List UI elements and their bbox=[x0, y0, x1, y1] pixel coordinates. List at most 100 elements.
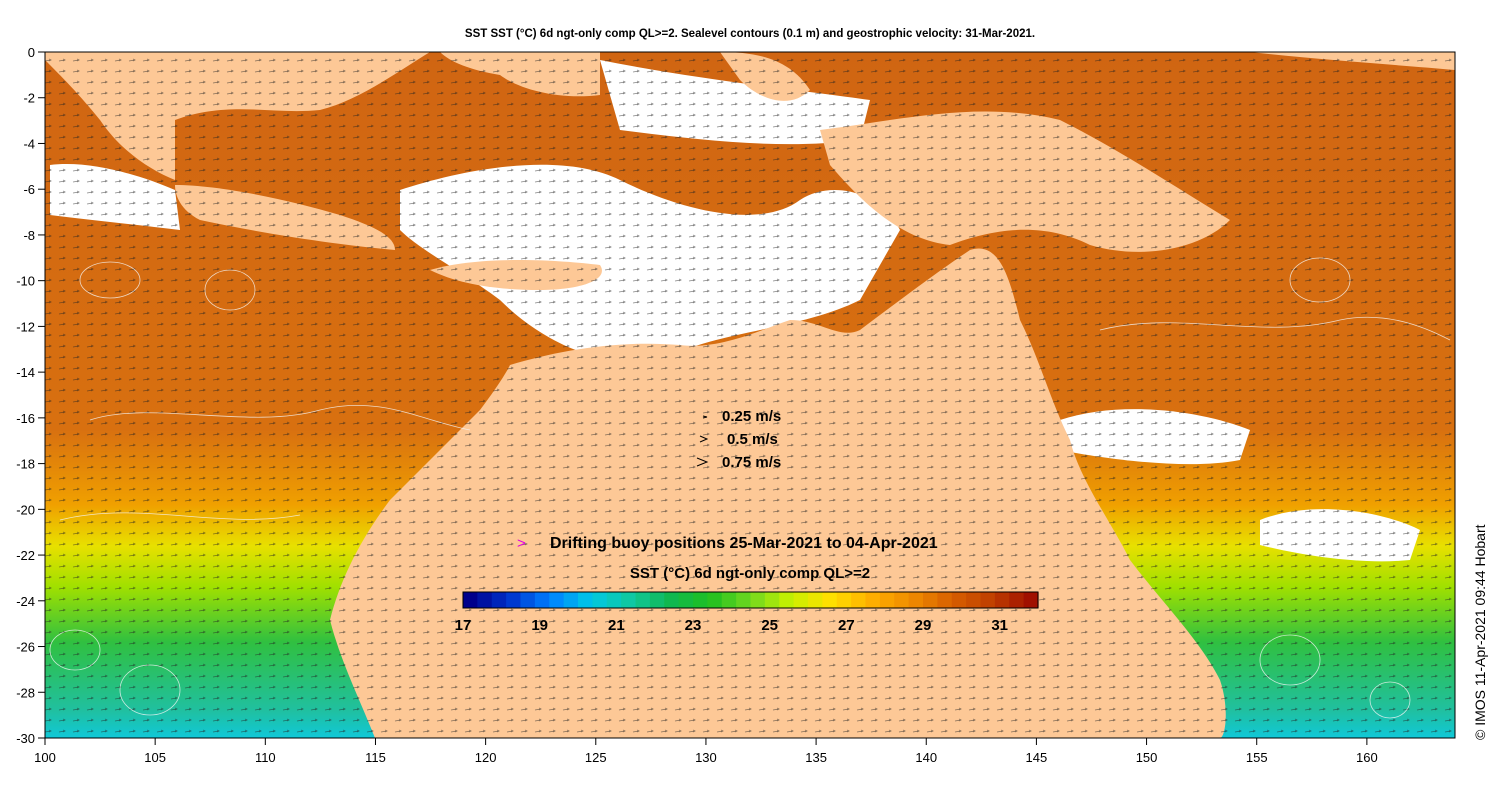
chart-title: SST SST (°C) 6d ngt-only comp QL>=2. Sea… bbox=[464, 28, 1036, 40]
velocity-key: 0.25 m/s 0.5 m/s 0.75 m/s bbox=[696, 408, 781, 471]
lat-tick-label: -4 bbox=[23, 136, 35, 151]
lon-tick-label: 105 bbox=[144, 750, 166, 765]
lon-tick-label: 125 bbox=[585, 750, 607, 765]
colorbar-cell bbox=[793, 592, 809, 608]
colorbar-cell bbox=[980, 592, 996, 608]
colorbar-ticks: 17 19 21 23 25 27 29 31 bbox=[455, 617, 1008, 634]
velocity-key-label-3: 0.75 m/s bbox=[722, 454, 781, 471]
colorbar-tick-label: 31 bbox=[991, 617, 1008, 634]
colorbar-cell bbox=[520, 592, 536, 608]
colorbar-cell bbox=[994, 592, 1010, 608]
colorbar-cell bbox=[664, 592, 680, 608]
colorbar-cell bbox=[1009, 592, 1025, 608]
colorbar-cell bbox=[879, 592, 895, 608]
plot-frame bbox=[44, 51, 1456, 739]
colorbar-cell bbox=[808, 592, 823, 608]
colorbar-tick-label: 29 bbox=[915, 617, 932, 634]
colorbar-cell bbox=[463, 592, 478, 608]
colorbar-cell bbox=[894, 592, 910, 608]
colorbar-cells bbox=[463, 592, 1039, 608]
colorbar-cell bbox=[592, 592, 608, 608]
colorbar-cell bbox=[951, 592, 967, 608]
colorbar-tick-label: 21 bbox=[608, 617, 625, 634]
lat-tick-label: -24 bbox=[16, 594, 35, 609]
colorbar-cell bbox=[534, 592, 550, 608]
colorbar-cell bbox=[937, 592, 953, 608]
colorbar-tick-label: 27 bbox=[838, 617, 855, 634]
colorbar-cell bbox=[779, 592, 795, 608]
colorbar-cell bbox=[822, 592, 838, 608]
colorbar-cell bbox=[506, 592, 522, 608]
latitude-axis: 0 -2 -4 -6 -8 -10 -12 -14 -16 -18 -20 -22 -24 -26 -28 -… bbox=[16, 45, 45, 746]
colorbar-tick-label: 23 bbox=[685, 617, 702, 634]
colorbar-cell bbox=[549, 592, 565, 608]
lon-tick-label: 120 bbox=[475, 750, 497, 765]
buoy-legend: > Drifting buoy positions 25-Mar-2021 to… bbox=[517, 535, 938, 552]
colorbar-cell bbox=[606, 592, 622, 608]
velocity-key-arrow-1 bbox=[702, 415, 708, 419]
lon-tick-label: 155 bbox=[1246, 750, 1268, 765]
lat-tick-label: 0 bbox=[28, 45, 35, 60]
lon-tick-label: 150 bbox=[1136, 750, 1158, 765]
buoy-marker: > bbox=[517, 535, 526, 552]
lat-tick-label: -30 bbox=[16, 731, 35, 746]
colorbar-tick-label: 19 bbox=[531, 617, 548, 634]
lat-tick-label: -26 bbox=[16, 640, 35, 655]
longitude-axis: 100 105 110 115 120 125 130 135 140 145 150 155 160 bbox=[34, 738, 1378, 765]
lon-tick-label: 140 bbox=[915, 750, 937, 765]
lon-tick-label: 110 bbox=[255, 750, 276, 765]
colorbar: SST (°C) 6d ngt-only comp QL>=2 17 19 21 23… bbox=[455, 565, 1039, 634]
lat-tick-label: -16 bbox=[16, 411, 35, 426]
colorbar-cell bbox=[578, 592, 593, 608]
colorbar-cell bbox=[966, 592, 982, 608]
lat-tick-label: -28 bbox=[16, 685, 35, 700]
lat-tick-label: -10 bbox=[16, 274, 35, 289]
colorbar-cell bbox=[563, 592, 579, 608]
credit-text: © IMOS 11-Apr-2021 09:44 Hobart bbox=[1472, 524, 1488, 741]
lon-tick-label: 135 bbox=[805, 750, 827, 765]
colorbar-cell bbox=[678, 592, 694, 608]
colorbar-cell bbox=[923, 592, 938, 608]
sealevel-contours bbox=[49, 257, 1451, 719]
colorbar-cell bbox=[477, 592, 493, 608]
buoy-legend-text: Drifting buoy positions 25-Mar-2021 to 0… bbox=[550, 535, 938, 552]
colorbar-cell bbox=[836, 592, 852, 608]
colorbar-cell bbox=[721, 592, 737, 608]
colorbar-cell bbox=[908, 592, 924, 608]
velocity-key-label-2: 0.5 m/s bbox=[727, 431, 778, 448]
colorbar-cell bbox=[635, 592, 651, 608]
lat-tick-label: -22 bbox=[16, 548, 35, 563]
lat-tick-label: -14 bbox=[16, 365, 35, 380]
colorbar-cell bbox=[750, 592, 766, 608]
velocity-key-arrow-2 bbox=[699, 435, 709, 443]
colorbar-title: SST (°C) 6d ngt-only comp QL>=2 bbox=[630, 565, 870, 582]
colorbar-tick-label: 17 bbox=[455, 617, 472, 634]
velocity-key-arrow-3 bbox=[696, 457, 709, 467]
lat-tick-label: -6 bbox=[23, 182, 35, 197]
velocity-key-label-1: 0.25 m/s bbox=[722, 408, 781, 425]
colorbar-cell bbox=[707, 592, 723, 608]
colorbar-cell bbox=[736, 592, 752, 608]
lat-tick-label: -2 bbox=[23, 91, 35, 106]
velocity-arrows bbox=[45, 52, 1455, 738]
colorbar-cell bbox=[1023, 592, 1039, 608]
colorbar-cell bbox=[693, 592, 708, 608]
colorbar-frame bbox=[462, 591, 1039, 609]
colorbar-tick-label: 25 bbox=[761, 617, 778, 634]
colorbar-cell bbox=[851, 592, 867, 608]
lon-tick-label: 115 bbox=[365, 750, 386, 765]
lat-tick-label: -18 bbox=[16, 457, 35, 472]
lat-tick-label: -12 bbox=[16, 319, 35, 334]
colorbar-cell bbox=[649, 592, 665, 608]
lon-tick-label: 145 bbox=[1026, 750, 1048, 765]
lon-tick-label: 160 bbox=[1356, 750, 1378, 765]
lon-tick-label: 100 bbox=[34, 750, 56, 765]
colorbar-cell bbox=[865, 592, 881, 608]
colorbar-cell bbox=[491, 592, 507, 608]
lat-tick-label: -20 bbox=[16, 502, 35, 517]
colorbar-cell bbox=[764, 592, 780, 608]
map-plot-area bbox=[45, 52, 1455, 738]
lon-tick-label: 130 bbox=[695, 750, 717, 765]
colorbar-cell bbox=[621, 592, 637, 608]
